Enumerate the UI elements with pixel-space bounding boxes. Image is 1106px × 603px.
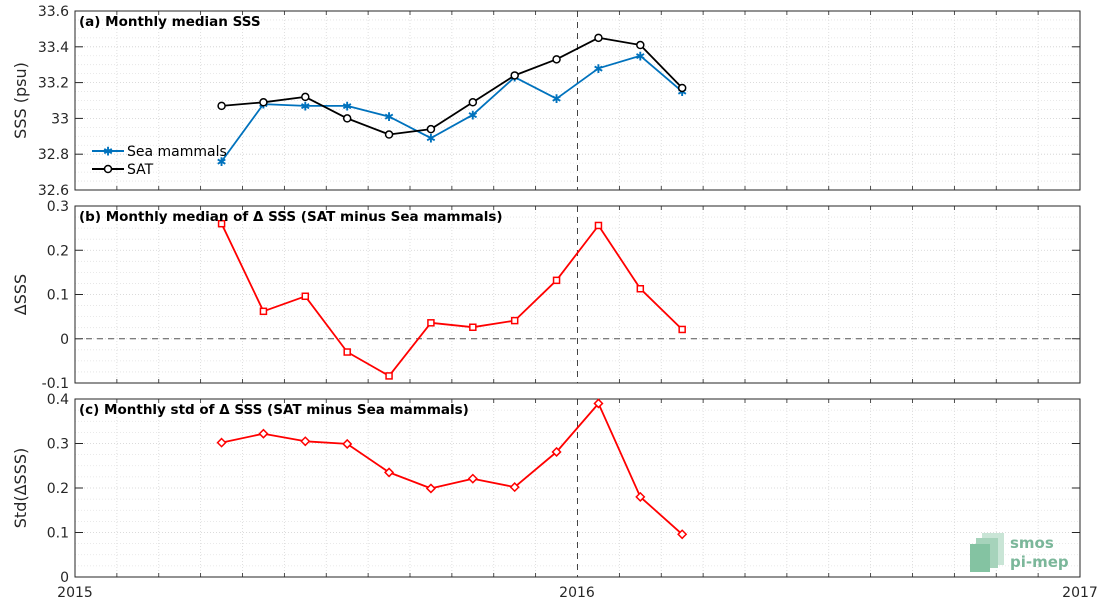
data-point — [635, 491, 646, 502]
legend-marker-sat — [103, 164, 113, 174]
data-point — [636, 284, 645, 293]
y-axis-label: SSS (psu) — [11, 62, 30, 139]
data-point — [342, 114, 352, 123]
y-tick-label: 0.2 — [47, 243, 69, 259]
data-point — [427, 319, 435, 327]
data-point — [384, 467, 395, 478]
y-tick-label: 0.2 — [47, 481, 69, 497]
series-line — [221, 36, 683, 136]
panel-title: (b) Monthly median of Δ SSS (SAT minus S… — [79, 209, 503, 225]
data-point — [217, 219, 226, 228]
y-tick-label: 32.8 — [38, 147, 69, 163]
panel-b: -0.1 0 0.1 0.2 0.3 (b) Monthly median of Δ SS… — [11, 199, 1081, 392]
data-point: ✱ — [426, 132, 436, 146]
data-point — [468, 98, 478, 107]
y-tick-label: 0 — [60, 332, 69, 348]
data-point — [300, 436, 311, 447]
panel-title: (c) Monthly std of Δ SSS (SAT minus Sea … — [79, 402, 469, 418]
y-tick-label: 0.3 — [47, 437, 69, 453]
panel-title: (a) Monthly median SSS — [79, 14, 261, 30]
series-line — [221, 402, 683, 535]
y-tick-label: 33.2 — [38, 76, 69, 92]
data-point — [552, 55, 561, 64]
data-point: ✱ — [552, 92, 562, 106]
series-0 — [217, 219, 686, 380]
series-0: ✱✱✱✱✱✱✱✱✱✱✱✱ — [217, 49, 688, 169]
y-tick-label: 32.6 — [38, 183, 69, 199]
data-point — [469, 323, 477, 331]
data-point — [259, 98, 268, 107]
y-tick-label: 33.6 — [38, 4, 69, 20]
data-point — [467, 473, 478, 484]
y-tick-label: 0 — [60, 570, 69, 586]
logo-text-bottom: pi-mep — [1010, 553, 1069, 571]
data-point — [385, 372, 393, 380]
data-point — [552, 276, 561, 285]
data-point: ✱ — [384, 110, 394, 124]
data-point — [677, 83, 687, 93]
series-line — [220, 223, 683, 377]
data-point — [301, 92, 310, 102]
x-tick-label: 2015 — [57, 585, 93, 601]
data-point — [343, 348, 351, 356]
data-point — [217, 101, 226, 111]
axes-box — [74, 10, 1081, 191]
y-tick-label: 0.1 — [47, 288, 69, 304]
data-point — [259, 307, 268, 316]
data-point — [342, 438, 353, 450]
axes-box — [74, 398, 1081, 578]
legend-marker-sea-mammals: ✱ — [103, 145, 113, 159]
series-0 — [216, 398, 688, 540]
data-point — [593, 398, 604, 409]
y-tick-label: 0.3 — [47, 199, 69, 215]
data-point — [510, 71, 519, 80]
data-point — [301, 292, 310, 301]
data-point: ✱ — [217, 155, 227, 169]
logo-cube-front — [970, 544, 990, 572]
panel-c: 0 0.1 0.2 0.3 0.4 (c) Monthly std of Δ SSS (S… — [11, 392, 1081, 586]
data-point — [678, 325, 686, 334]
data-point — [551, 446, 562, 458]
data-point — [594, 221, 603, 230]
y-tick-label: -0.1 — [42, 376, 69, 392]
data-point — [425, 483, 436, 494]
series-line — [220, 54, 683, 162]
series-1 — [217, 33, 687, 139]
data-point — [258, 428, 269, 439]
x-tick-label: 2017 — [1062, 585, 1098, 601]
y-tick-label: 33 — [51, 111, 69, 127]
smos-pi-mep-logo: smos pi-mep — [970, 533, 1069, 572]
axes-box — [74, 205, 1081, 384]
data-point — [510, 316, 519, 325]
data-point — [677, 529, 688, 540]
data-point: ✱ — [300, 99, 310, 113]
y-tick-label: 0.4 — [47, 392, 69, 408]
data-point — [594, 33, 603, 43]
data-point — [509, 482, 520, 493]
legend-label-sat: SAT — [127, 162, 154, 178]
y-axis-label: Std(ΔSSS) — [11, 448, 30, 528]
data-point — [216, 437, 227, 448]
legend: ✱ Sea mammals SAT — [92, 144, 227, 178]
data-point — [426, 124, 436, 134]
data-point: ✱ — [468, 108, 478, 122]
data-point — [384, 130, 394, 139]
data-point — [636, 40, 645, 50]
data-point: ✱ — [342, 99, 352, 113]
y-tick-label: 33.4 — [38, 40, 69, 56]
legend-label-sea-mammals: Sea mammals — [127, 144, 227, 160]
y-axis-label: ΔSSS — [11, 274, 30, 315]
data-point: ✱ — [593, 62, 603, 76]
logo-text-top: smos — [1010, 534, 1054, 552]
y-tick-label: 0.1 — [47, 526, 69, 542]
data-point: ✱ — [635, 49, 645, 63]
x-axis: 2015 2016 2017 — [57, 585, 1098, 601]
x-tick-label: 2016 — [559, 585, 595, 601]
